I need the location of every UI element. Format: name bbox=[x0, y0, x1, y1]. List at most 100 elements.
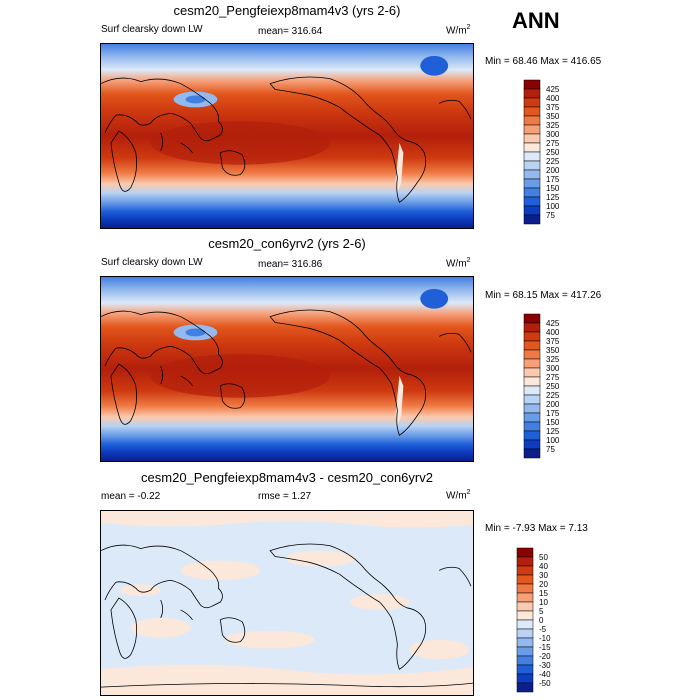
colorbar-swatch bbox=[523, 448, 541, 459]
colorbar-label: 150 bbox=[546, 184, 560, 193]
panel-3-title: cesm20_Pengfeiexp8mam4v3 - cesm20_con6yr… bbox=[141, 470, 433, 485]
colorbar-swatch bbox=[523, 79, 541, 90]
panel-2-title: cesm20_con6yrv2 (yrs 2-6) bbox=[208, 236, 366, 251]
colorbar-swatch bbox=[523, 331, 541, 342]
colorbar-swatch bbox=[523, 115, 541, 126]
panel-1-min-max: Min = 68.46 Max = 416.65 bbox=[485, 56, 602, 67]
colorbar-swatch bbox=[523, 367, 541, 378]
colorbar-label: 275 bbox=[546, 139, 560, 148]
colorbar-label: 200 bbox=[546, 400, 560, 409]
colorbar-label: 375 bbox=[546, 337, 560, 346]
colorbar-swatch bbox=[523, 322, 541, 333]
panel-2-field bbox=[101, 277, 473, 461]
colorbar-label: -50 bbox=[539, 679, 551, 688]
colorbar-swatch bbox=[523, 358, 541, 369]
colorbar-label: 0 bbox=[539, 616, 544, 625]
colorbar-swatch bbox=[523, 169, 541, 180]
colorbar-label: -15 bbox=[539, 643, 551, 652]
colorbar-label: 275 bbox=[546, 373, 560, 382]
colorbar-swatch bbox=[523, 403, 541, 414]
colorbar-label: 125 bbox=[546, 193, 560, 202]
colorbar-label: 325 bbox=[546, 121, 560, 130]
colorbar-swatch bbox=[516, 583, 534, 594]
colorbar-swatch bbox=[523, 340, 541, 351]
colorbar-label: -40 bbox=[539, 670, 551, 679]
colorbar-swatch bbox=[516, 610, 534, 621]
colorbar-label: 225 bbox=[546, 157, 560, 166]
colorbar-swatch bbox=[516, 556, 534, 567]
colorbar-swatch bbox=[523, 214, 541, 225]
panel-3-min-max: Min = -7.93 Max = 7.13 bbox=[485, 523, 588, 534]
colorbar-swatch bbox=[523, 178, 541, 189]
colorbar-swatch bbox=[516, 574, 534, 585]
colorbar-label: 50 bbox=[539, 553, 548, 562]
panel-3-map bbox=[100, 510, 474, 696]
colorbar-swatch bbox=[523, 349, 541, 360]
colorbar-swatch bbox=[523, 187, 541, 198]
colorbar-label: -10 bbox=[539, 634, 551, 643]
colorbar-label: 300 bbox=[546, 364, 560, 373]
colorbar-label: 250 bbox=[546, 382, 560, 391]
panel-1-units: W/m2 bbox=[446, 24, 471, 37]
panel-2-colorbar: 425 400 375 350 325 300 275 250 225 200 175 150 125 1… bbox=[522, 312, 582, 462]
colorbar-label: 400 bbox=[546, 94, 560, 103]
panel-2-min-max: Min = 68.15 Max = 417.26 bbox=[485, 290, 602, 301]
colorbar-label: -20 bbox=[539, 652, 551, 661]
panel-1-title: cesm20_Pengfeiexp8mam4v3 (yrs 2-6) bbox=[173, 3, 401, 18]
colorbar-label: 40 bbox=[539, 562, 548, 571]
colorbar-label: 100 bbox=[546, 202, 560, 211]
colorbar-swatch bbox=[523, 430, 541, 441]
panel-3-units: W/m2 bbox=[446, 489, 471, 502]
colorbar-swatch bbox=[516, 646, 534, 657]
colorbar-swatch bbox=[516, 655, 534, 666]
colorbar-swatch bbox=[516, 682, 534, 693]
panel-3-mean-label: mean = -0.22 bbox=[101, 491, 161, 502]
colorbar-label: 425 bbox=[546, 85, 560, 94]
colorbar-label: 350 bbox=[546, 346, 560, 355]
colorbar-label: 375 bbox=[546, 103, 560, 112]
season-label: ANN bbox=[512, 8, 560, 33]
colorbar-swatch bbox=[523, 106, 541, 117]
colorbar-swatch bbox=[523, 439, 541, 450]
colorbar-swatch bbox=[523, 412, 541, 423]
colorbar-swatch bbox=[516, 601, 534, 612]
colorbar-label: 325 bbox=[546, 355, 560, 364]
colorbar-label: 300 bbox=[546, 130, 560, 139]
colorbar-label: 425 bbox=[546, 319, 560, 328]
colorbar-label: 125 bbox=[546, 427, 560, 436]
colorbar-swatch bbox=[523, 421, 541, 432]
panel-1-map bbox=[100, 43, 474, 229]
colorbar-swatch bbox=[516, 637, 534, 648]
panel-2-variable-label: Surf clearsky down LW bbox=[101, 257, 203, 268]
panel-3-colorbar: 50 40 30 20 15 10 5 0 -5 -10 -15 -20 -30 -40 -50 bbox=[515, 546, 575, 696]
colorbar-swatch bbox=[516, 592, 534, 603]
colorbar-swatch bbox=[523, 88, 541, 99]
colorbar-label: 150 bbox=[546, 418, 560, 427]
panel-1-colorbar: 425 400 375 350 325 300 275 250 225 200 175 150 125 1… bbox=[522, 78, 582, 228]
colorbar-label: 250 bbox=[546, 148, 560, 157]
colorbar-swatch bbox=[523, 196, 541, 207]
colorbar-label: 20 bbox=[539, 580, 548, 589]
panel-3-rmse-label: rmse = 1.27 bbox=[258, 491, 312, 502]
colorbar-label: 175 bbox=[546, 175, 560, 184]
panel-3-field bbox=[101, 511, 473, 695]
colorbar-swatch bbox=[516, 619, 534, 630]
colorbar-swatch bbox=[523, 394, 541, 405]
colorbar-swatch bbox=[516, 673, 534, 684]
colorbar-label: 10 bbox=[539, 598, 548, 607]
colorbar-swatch bbox=[516, 664, 534, 675]
colorbar-label: 75 bbox=[546, 211, 555, 220]
colorbar-label: -5 bbox=[539, 625, 547, 634]
colorbar-swatch bbox=[523, 151, 541, 162]
colorbar-swatch bbox=[523, 385, 541, 396]
panel-2-mean-label: mean= 316.86 bbox=[258, 259, 323, 270]
colorbar-label: 75 bbox=[546, 445, 555, 454]
colorbar-label: 225 bbox=[546, 391, 560, 400]
colorbar-label: 30 bbox=[539, 571, 548, 580]
colorbar-swatch bbox=[523, 205, 541, 216]
panel-2-units: W/m2 bbox=[446, 257, 471, 270]
colorbar-swatch bbox=[516, 628, 534, 639]
colorbar-swatch bbox=[523, 376, 541, 387]
colorbar-label: 200 bbox=[546, 166, 560, 175]
colorbar-swatch bbox=[516, 565, 534, 576]
